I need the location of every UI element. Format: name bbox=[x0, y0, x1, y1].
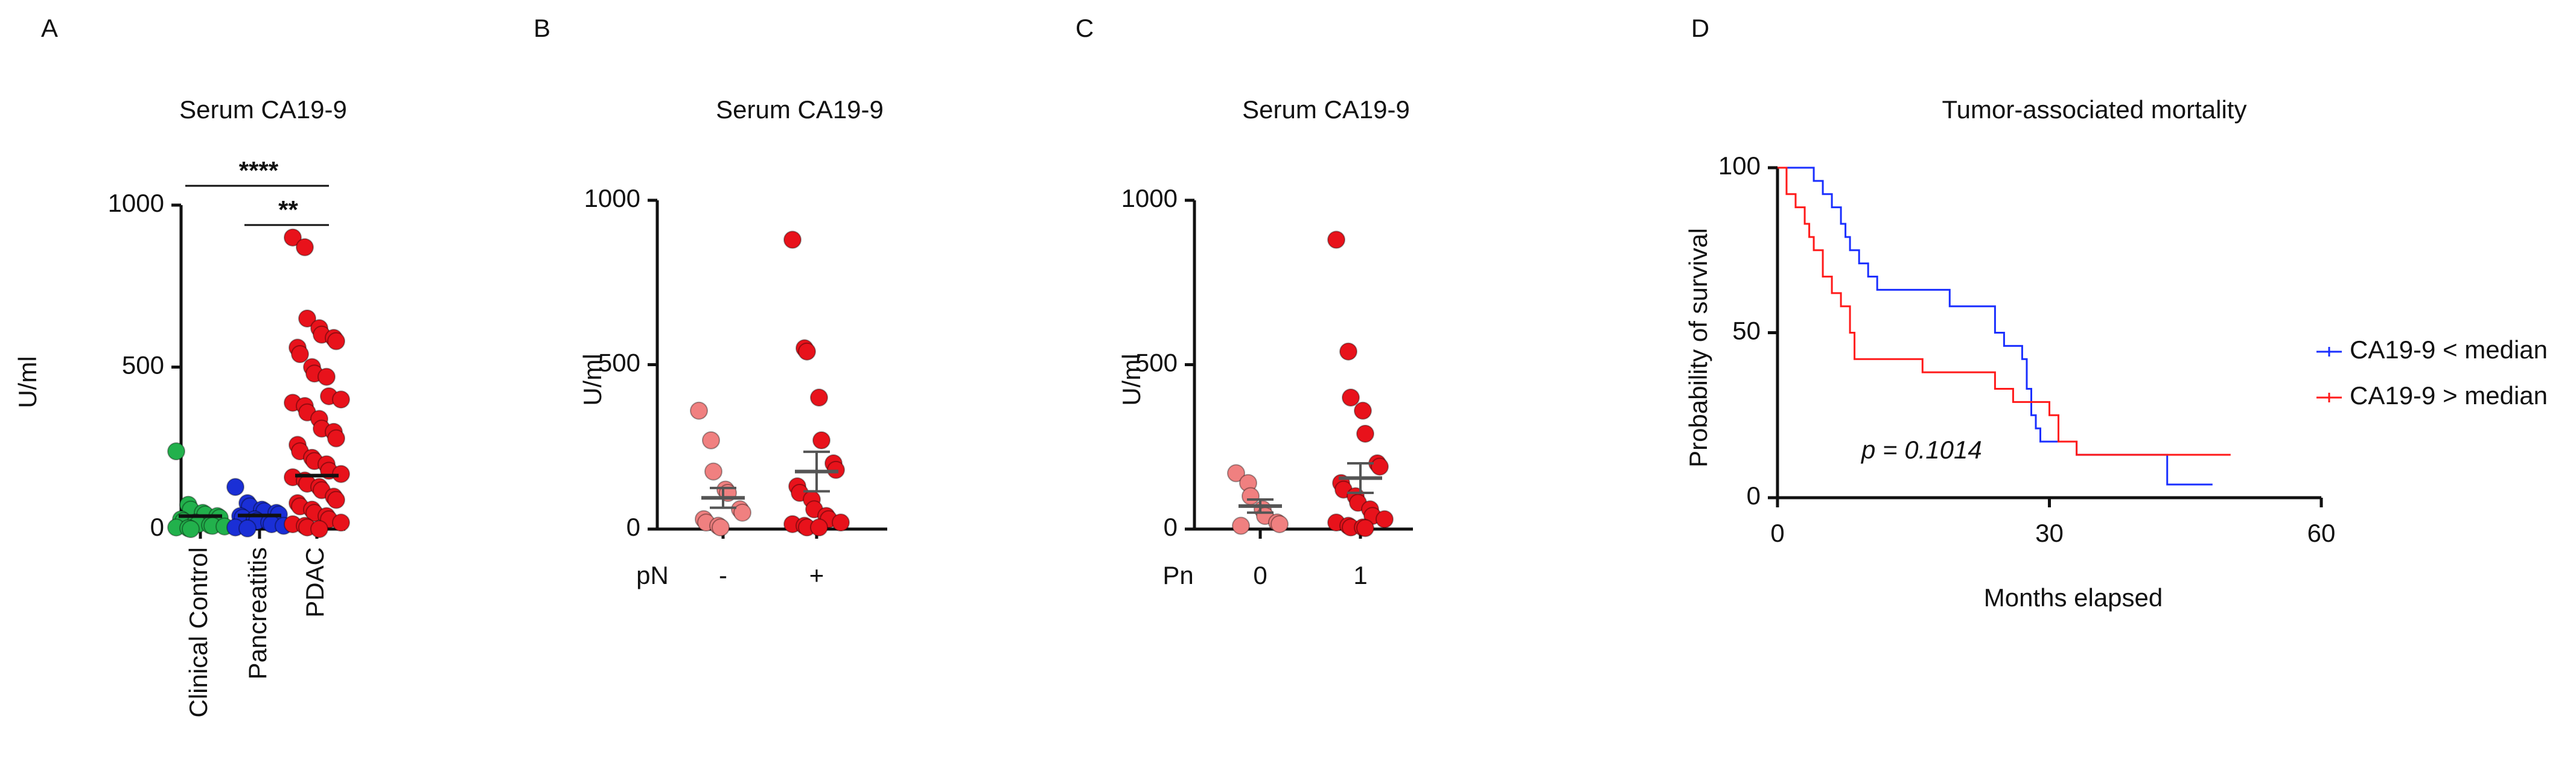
x-axis-label: Months elapsed bbox=[1984, 583, 2163, 612]
y-axis-label: Probability of survival bbox=[1684, 228, 1712, 468]
y-tick-label: 50 bbox=[1732, 317, 1761, 345]
legend-label: CA19-9 > median bbox=[2350, 381, 2548, 410]
data-point bbox=[332, 513, 350, 532]
y-tick-label: 1000 bbox=[108, 189, 164, 217]
x-tick-label: - bbox=[719, 561, 727, 589]
data-point bbox=[1354, 401, 1372, 420]
x-tick-label: + bbox=[809, 561, 824, 589]
data-point bbox=[832, 513, 850, 532]
data-point bbox=[1232, 516, 1250, 535]
data-point bbox=[284, 228, 302, 247]
data-point bbox=[690, 401, 708, 420]
y-tick-label: 0 bbox=[150, 513, 164, 541]
y-tick-label: 0 bbox=[1747, 481, 1761, 510]
x-axis-label: Pn bbox=[1162, 561, 1193, 589]
y-axis-label: U/ml bbox=[1117, 354, 1146, 405]
data-point bbox=[1371, 457, 1389, 476]
significance-label: **** bbox=[239, 156, 279, 185]
data-point bbox=[327, 429, 345, 448]
x-tick-label: Pancreatitis bbox=[243, 547, 272, 679]
x-tick-label: Clinical Control bbox=[184, 547, 212, 717]
data-point bbox=[182, 520, 200, 538]
panel-label: C bbox=[1076, 14, 1094, 42]
data-point bbox=[1356, 424, 1374, 443]
data-point bbox=[1242, 487, 1260, 506]
panel-label: D bbox=[1691, 14, 1709, 42]
data-point bbox=[226, 478, 244, 496]
x-axis-label: pN bbox=[636, 561, 669, 589]
y-axis-label: U/ml bbox=[578, 354, 607, 405]
y-tick-label: 500 bbox=[122, 351, 164, 379]
y-tick-label: 1000 bbox=[584, 184, 640, 212]
data-point bbox=[702, 431, 720, 449]
chart-title: Serum CA19-9 bbox=[716, 95, 884, 124]
annotation: p = 0.1014 bbox=[1860, 436, 1982, 464]
data-point bbox=[1376, 510, 1394, 528]
data-point bbox=[310, 520, 328, 538]
data-point bbox=[332, 390, 350, 409]
x-tick-label: 60 bbox=[2307, 519, 2336, 547]
data-point bbox=[783, 230, 802, 249]
data-point bbox=[1356, 519, 1374, 538]
data-point bbox=[1227, 464, 1245, 483]
data-point bbox=[238, 519, 257, 538]
x-tick-label: 1 bbox=[1353, 561, 1367, 589]
data-point bbox=[327, 332, 345, 351]
y-tick-label: 1000 bbox=[1121, 184, 1178, 212]
survival-curve bbox=[1777, 167, 2231, 456]
data-point bbox=[810, 389, 828, 407]
chart-title: Serum CA19-9 bbox=[1242, 95, 1410, 124]
x-tick-label: PDAC bbox=[301, 547, 329, 618]
chart-title: Tumor-associated mortality bbox=[1942, 95, 2247, 124]
significance-label: ** bbox=[278, 195, 298, 224]
x-tick-label: 0 bbox=[1770, 519, 1784, 547]
data-point bbox=[1342, 389, 1360, 407]
y-tick-label: 100 bbox=[1718, 151, 1761, 180]
x-tick-label: 0 bbox=[1253, 561, 1267, 589]
y-axis-label: U/ml bbox=[13, 356, 42, 408]
panel-label: A bbox=[41, 14, 58, 42]
survival-curve bbox=[1777, 167, 2213, 486]
data-point bbox=[1339, 342, 1357, 361]
data-point bbox=[167, 442, 185, 461]
legend-label: CA19-9 < median bbox=[2350, 335, 2548, 364]
data-point bbox=[733, 503, 751, 522]
panel-label: B bbox=[534, 14, 550, 42]
data-point bbox=[704, 462, 722, 481]
data-point bbox=[1327, 230, 1345, 249]
y-tick-label: 0 bbox=[626, 513, 640, 541]
data-point bbox=[1270, 515, 1289, 533]
data-point bbox=[712, 518, 730, 537]
data-point bbox=[296, 238, 314, 256]
data-point bbox=[327, 490, 345, 509]
data-point bbox=[317, 367, 336, 386]
data-point bbox=[810, 518, 828, 537]
data-point bbox=[291, 345, 309, 364]
data-point bbox=[798, 342, 816, 361]
x-tick-label: 30 bbox=[2035, 519, 2064, 547]
y-tick-label: 500 bbox=[1135, 349, 1178, 377]
data-point bbox=[298, 309, 316, 328]
chart-title: Serum CA19-9 bbox=[179, 95, 347, 124]
data-point bbox=[812, 431, 831, 449]
y-tick-label: 0 bbox=[1164, 513, 1178, 541]
y-tick-label: 500 bbox=[598, 349, 640, 377]
